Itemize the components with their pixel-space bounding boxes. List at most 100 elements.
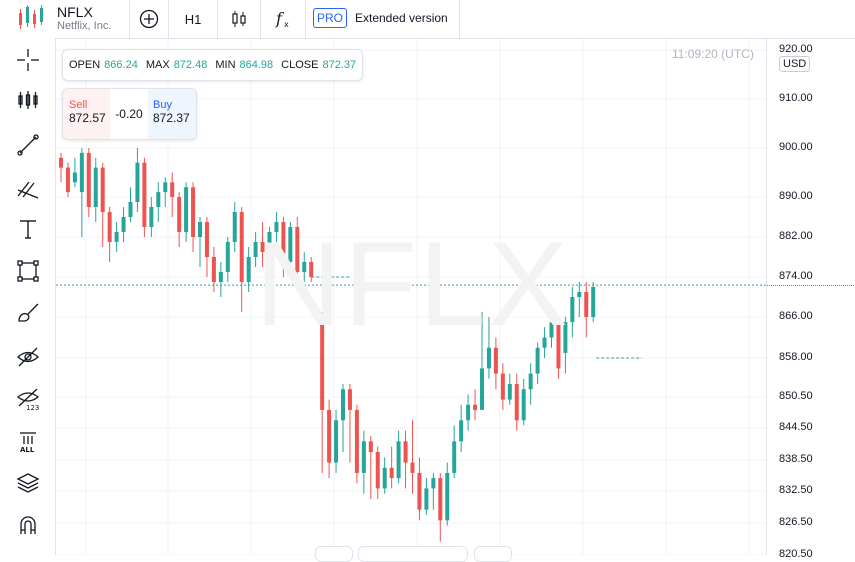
candle-up bbox=[549, 322, 554, 338]
server-clock: 11:09:20 (UTC) bbox=[672, 47, 754, 61]
rectangle-icon bbox=[16, 260, 39, 282]
price-tick-label: 832.50 bbox=[779, 484, 813, 496]
hide-drawings-icon bbox=[16, 347, 39, 367]
candle-up bbox=[486, 347, 491, 369]
candle-down bbox=[59, 157, 63, 168]
price-tick-label: 874.00 bbox=[779, 270, 813, 282]
candle-down bbox=[177, 197, 182, 232]
min-value: 864.98 bbox=[239, 59, 274, 71]
svg-text:x: x bbox=[284, 20, 289, 29]
candle-up bbox=[128, 202, 133, 217]
candle-up bbox=[535, 347, 540, 374]
brush-icon bbox=[17, 303, 38, 322]
price-tick-label: 826.50 bbox=[779, 516, 813, 528]
candle-up bbox=[163, 182, 168, 193]
candle-down bbox=[500, 373, 505, 400]
candle-up bbox=[246, 257, 251, 282]
candle-down bbox=[281, 222, 286, 262]
close-value: 872.37 bbox=[322, 59, 357, 71]
candle-down bbox=[375, 452, 380, 489]
price-tick-label: 866.00 bbox=[779, 310, 813, 322]
currency-button[interactable]: USD bbox=[779, 56, 811, 72]
fib-tool[interactable] bbox=[0, 171, 55, 207]
crosshair-tool[interactable] bbox=[0, 42, 55, 78]
open-value: 866.24 bbox=[104, 59, 138, 71]
candle-up bbox=[218, 272, 223, 282]
candle-up bbox=[121, 217, 126, 232]
candle-up bbox=[79, 152, 84, 193]
brush-tool[interactable] bbox=[0, 295, 55, 331]
delete-all-tool[interactable]: ALL bbox=[0, 423, 55, 459]
chart-area[interactable] bbox=[56, 39, 766, 556]
price-tick-label: 910.00 bbox=[779, 92, 813, 104]
magnet-tool[interactable] bbox=[0, 507, 55, 543]
candle-down bbox=[86, 152, 91, 207]
hide-labels-icon: 123 bbox=[16, 388, 39, 412]
candle-up bbox=[334, 420, 339, 463]
max-label: MAX bbox=[145, 59, 170, 71]
text-tool[interactable] bbox=[0, 211, 55, 247]
symbol-ticker[interactable]: NFLX bbox=[57, 4, 93, 20]
candle-down bbox=[260, 242, 265, 252]
candle-up bbox=[114, 232, 119, 242]
candle-down bbox=[403, 441, 408, 463]
price-tick-label: 844.50 bbox=[779, 421, 813, 433]
sell-price: 872.57 bbox=[69, 111, 106, 125]
candle-up bbox=[542, 337, 547, 348]
layers-tool[interactable] bbox=[0, 465, 55, 501]
candle-up bbox=[361, 441, 366, 473]
chart-type-button[interactable] bbox=[218, 0, 260, 38]
ohlc-legend: OPEN 866.24 MAX 872.48 MIN 864.98 CLOSE … bbox=[62, 49, 364, 81]
candle-up bbox=[288, 227, 293, 262]
zoom-out-button[interactable] bbox=[315, 546, 353, 562]
last-price-axis-line bbox=[767, 285, 855, 287]
pro-badge[interactable]: PRO bbox=[313, 8, 348, 28]
max-value: 872.48 bbox=[173, 59, 208, 71]
candle-up bbox=[563, 322, 568, 353]
function-icon: f x bbox=[275, 9, 289, 29]
candle-up bbox=[507, 384, 512, 400]
candle-up bbox=[528, 373, 533, 390]
indicators-icon bbox=[17, 91, 38, 109]
candle-down bbox=[170, 182, 175, 197]
candle-up bbox=[466, 404, 471, 421]
candle-down bbox=[368, 441, 373, 452]
scroll-control[interactable] bbox=[358, 546, 468, 562]
hide-drawings-tool[interactable] bbox=[0, 339, 55, 375]
rectangle-tool[interactable] bbox=[0, 253, 55, 289]
zoom-in-button[interactable] bbox=[474, 546, 512, 562]
svg-text:ALL: ALL bbox=[20, 446, 35, 454]
buy-price: 872.37 bbox=[153, 111, 190, 125]
logo-candles-icon bbox=[19, 5, 43, 29]
sell-button[interactable]: Sell 872.57 bbox=[63, 89, 110, 139]
indicators-function-button[interactable]: f x bbox=[261, 0, 305, 38]
indicators-tool[interactable] bbox=[0, 82, 55, 118]
crosshair-icon bbox=[16, 49, 39, 71]
trendline-tool[interactable] bbox=[0, 127, 55, 163]
hide-labels-tool[interactable]: 123 bbox=[0, 381, 55, 417]
price-tick-label: 920.00 bbox=[779, 43, 813, 55]
candle-down bbox=[389, 467, 394, 479]
price-tick-label: 900.00 bbox=[779, 141, 813, 153]
buy-button[interactable]: Buy 872.37 bbox=[148, 89, 196, 139]
price-tick-label: 850.50 bbox=[779, 390, 813, 402]
price-tick-label: 882.00 bbox=[779, 230, 813, 242]
symbol-name: Netflix, Inc. bbox=[57, 20, 112, 32]
timeframe-button[interactable]: H1 bbox=[184, 11, 202, 27]
candle-down bbox=[211, 257, 216, 282]
candle-up bbox=[135, 162, 140, 202]
price-tick-label: 890.00 bbox=[779, 190, 813, 202]
candle-up bbox=[480, 368, 484, 410]
candle-down bbox=[417, 472, 422, 510]
candlestick-chart[interactable] bbox=[56, 39, 766, 556]
candle-down bbox=[473, 404, 478, 410]
add-symbol-button[interactable] bbox=[130, 0, 168, 38]
candle-up bbox=[149, 207, 154, 227]
candle-up bbox=[93, 167, 98, 207]
extended-version-link[interactable]: Extended version bbox=[355, 11, 448, 25]
svg-text:f: f bbox=[275, 9, 285, 28]
open-label: OPEN bbox=[69, 59, 101, 71]
layers-icon bbox=[16, 473, 39, 493]
price-axis[interactable]: USD 920.00 910.00 900.00 890.00 882.00 874.00… bbox=[766, 39, 855, 560]
sell-label: Sell bbox=[69, 99, 88, 111]
